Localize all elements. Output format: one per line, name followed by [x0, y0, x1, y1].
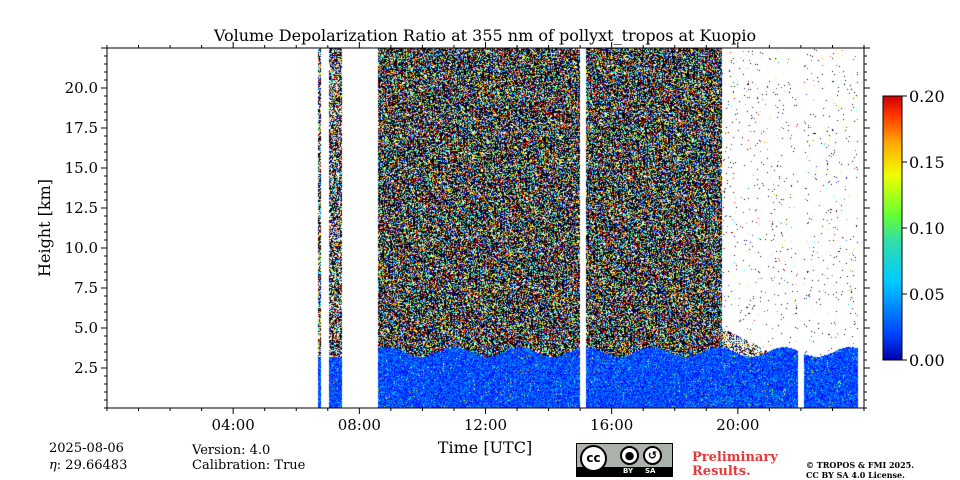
colorbar-tick-label: 0.20: [909, 87, 945, 106]
y-tick-label: 15.0: [65, 159, 98, 177]
y-tick-label: 10.0: [65, 239, 98, 257]
chart-title: Volume Depolarization Ratio at 355 nm of…: [213, 26, 756, 45]
x-axis-label: Time [UTC]: [438, 438, 532, 457]
preliminary-label-1: Preliminary: [692, 450, 778, 465]
y-tick-label: 20.0: [65, 79, 98, 97]
y-tick-label: 7.5: [74, 279, 98, 297]
version-label: Version: 4.0: [192, 443, 271, 458]
y-tick-label: 5.0: [74, 319, 98, 337]
copyright-line-2: CC BY SA 4.0 License.: [806, 470, 905, 480]
copyright-line-1: © TROPOS & FMI 2025.: [806, 460, 915, 470]
y-tick-label: 12.5: [65, 199, 98, 217]
cc-license-badge: cc ● ↺ BY SA: [576, 443, 673, 477]
attribution-icon: ●: [620, 446, 639, 465]
share-alike-icon: ↺: [643, 446, 662, 465]
x-tick-label: 20:00: [716, 416, 759, 434]
calibration-label: Calibration: True: [192, 458, 306, 473]
y-axis: 2.5 5.0 7.5 10.0 12.5 15.0 17.5 20.0: [65, 47, 870, 409]
colorbar: [882, 95, 903, 361]
y-tick-label: 17.5: [65, 119, 98, 137]
colorbar-axis: 0.00 0.05 0.10 0.15 0.20: [902, 87, 945, 370]
x-tick-label: 04:00: [212, 416, 255, 434]
colorbar-tick-label: 0.10: [909, 219, 945, 238]
heatmap-area: [107, 48, 864, 408]
y-tick-label: 2.5: [74, 359, 98, 377]
eta-label: η: 29.66483: [49, 458, 128, 473]
date-label: 2025-08-06: [49, 441, 124, 456]
x-tick-label: 08:00: [338, 416, 381, 434]
preliminary-label-2: Results.: [692, 464, 751, 479]
x-tick-label: 12:00: [464, 416, 507, 434]
cc-icon: cc: [580, 445, 607, 472]
x-tick-label: 16:00: [590, 416, 633, 434]
y-axis-label: Height [km]: [35, 179, 54, 277]
x-axis: 04:00 08:00 12:00 16:00 20:00: [106, 42, 865, 434]
colorbar-tick-label: 0.00: [909, 351, 945, 370]
colorbar-tick-label: 0.05: [909, 285, 945, 304]
colorbar-tick-label: 0.15: [909, 153, 945, 172]
